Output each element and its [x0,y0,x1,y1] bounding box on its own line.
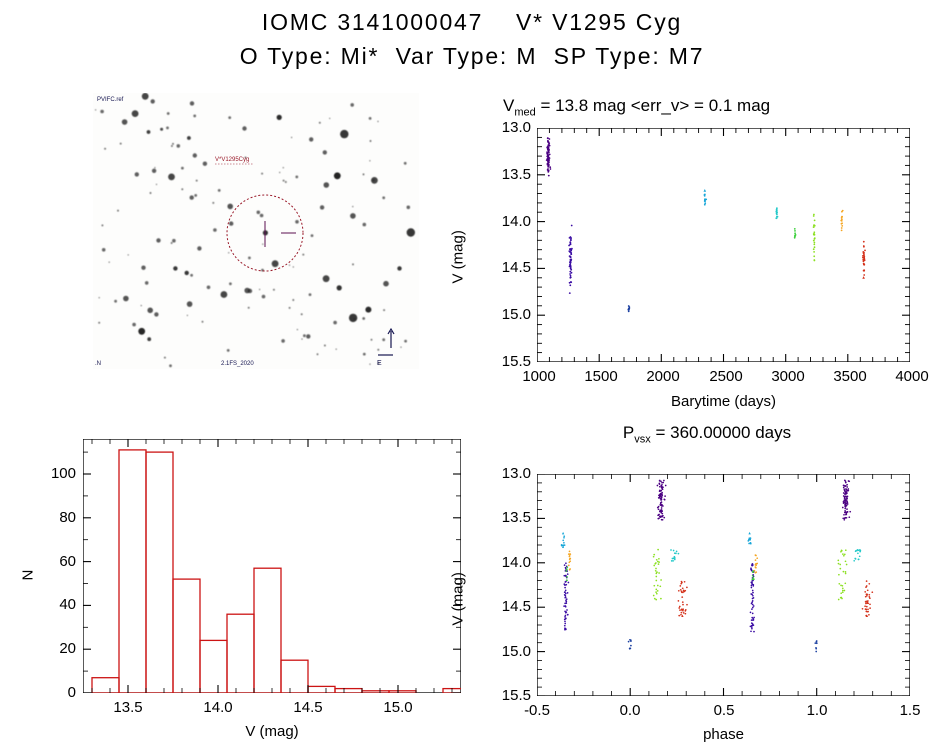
svg-text:E: E [377,360,382,367]
svg-text:PVIFC.ref: PVIFC.ref [97,97,124,103]
svg-text:.N: .N [95,361,101,367]
svg-text:V*V1295Cyg: V*V1295Cyg [215,157,249,163]
svg-text:2.1FS_2020: 2.1FS_2020 [221,361,254,367]
